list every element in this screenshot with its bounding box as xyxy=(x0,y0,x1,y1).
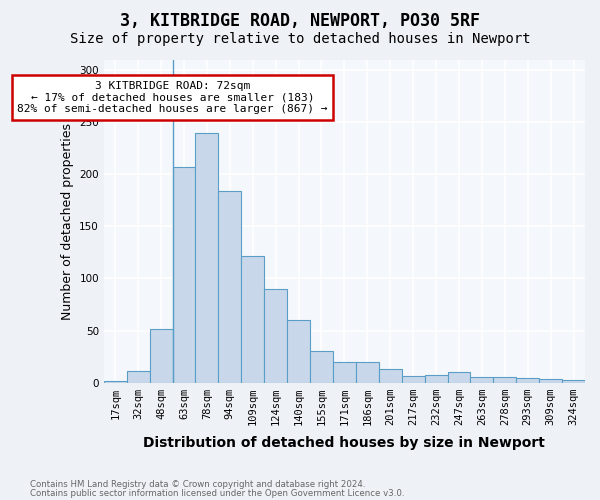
Bar xyxy=(333,362,356,382)
Bar xyxy=(562,380,585,382)
Text: Size of property relative to detached houses in Newport: Size of property relative to detached ho… xyxy=(70,32,530,46)
Bar xyxy=(218,191,241,382)
Text: Contains public sector information licensed under the Open Government Licence v3: Contains public sector information licen… xyxy=(30,489,404,498)
Bar xyxy=(425,375,448,382)
Bar xyxy=(516,378,539,382)
Bar xyxy=(241,256,264,382)
Text: 3, KITBRIDGE ROAD, NEWPORT, PO30 5RF: 3, KITBRIDGE ROAD, NEWPORT, PO30 5RF xyxy=(120,12,480,30)
Text: 3 KITBRIDGE ROAD: 72sqm
← 17% of detached houses are smaller (183)
82% of semi-d: 3 KITBRIDGE ROAD: 72sqm ← 17% of detache… xyxy=(17,81,328,114)
Bar xyxy=(379,369,401,382)
Bar xyxy=(127,371,149,382)
X-axis label: Distribution of detached houses by size in Newport: Distribution of detached houses by size … xyxy=(143,436,545,450)
Bar xyxy=(149,330,173,382)
Y-axis label: Number of detached properties: Number of detached properties xyxy=(61,123,74,320)
Bar xyxy=(287,320,310,382)
Bar xyxy=(356,362,379,382)
Bar xyxy=(493,378,516,382)
Bar xyxy=(401,376,425,382)
Bar xyxy=(310,352,333,382)
Bar xyxy=(173,167,196,382)
Bar xyxy=(539,380,562,382)
Bar xyxy=(448,372,470,382)
Bar xyxy=(264,289,287,382)
Bar xyxy=(470,378,493,382)
Text: Contains HM Land Registry data © Crown copyright and database right 2024.: Contains HM Land Registry data © Crown c… xyxy=(30,480,365,489)
Bar xyxy=(196,133,218,382)
